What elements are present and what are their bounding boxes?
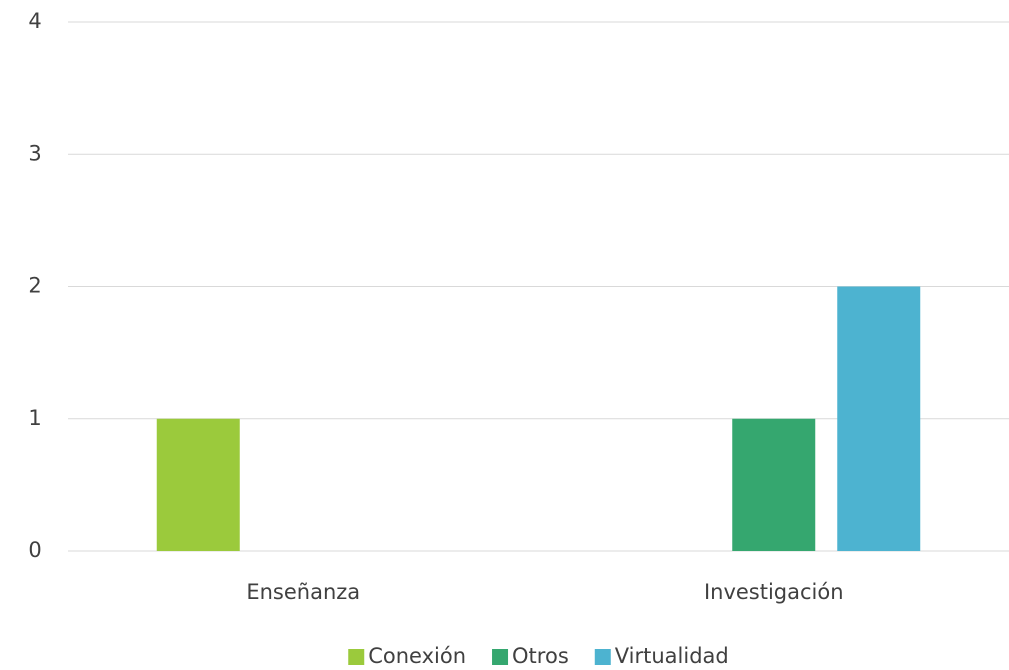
- legend-label: Otros: [512, 644, 569, 668]
- x-tick-label: Enseñanza: [246, 580, 360, 604]
- legend-swatch: [492, 649, 509, 665]
- y-tick-label: 4: [28, 9, 41, 33]
- y-tick-label: 2: [28, 274, 41, 298]
- bar: [732, 418, 816, 551]
- bar: [837, 286, 921, 551]
- legend-swatch: [594, 649, 611, 665]
- y-tick-label: 0: [28, 538, 41, 562]
- legend-swatch: [348, 649, 365, 665]
- y-tick-label: 1: [28, 406, 41, 430]
- x-tick-label: Investigación: [704, 580, 844, 604]
- bar: [156, 418, 240, 551]
- legend-label: Conexión: [368, 644, 466, 668]
- legend-label: Virtualidad: [615, 644, 729, 668]
- y-tick-label: 3: [28, 141, 41, 165]
